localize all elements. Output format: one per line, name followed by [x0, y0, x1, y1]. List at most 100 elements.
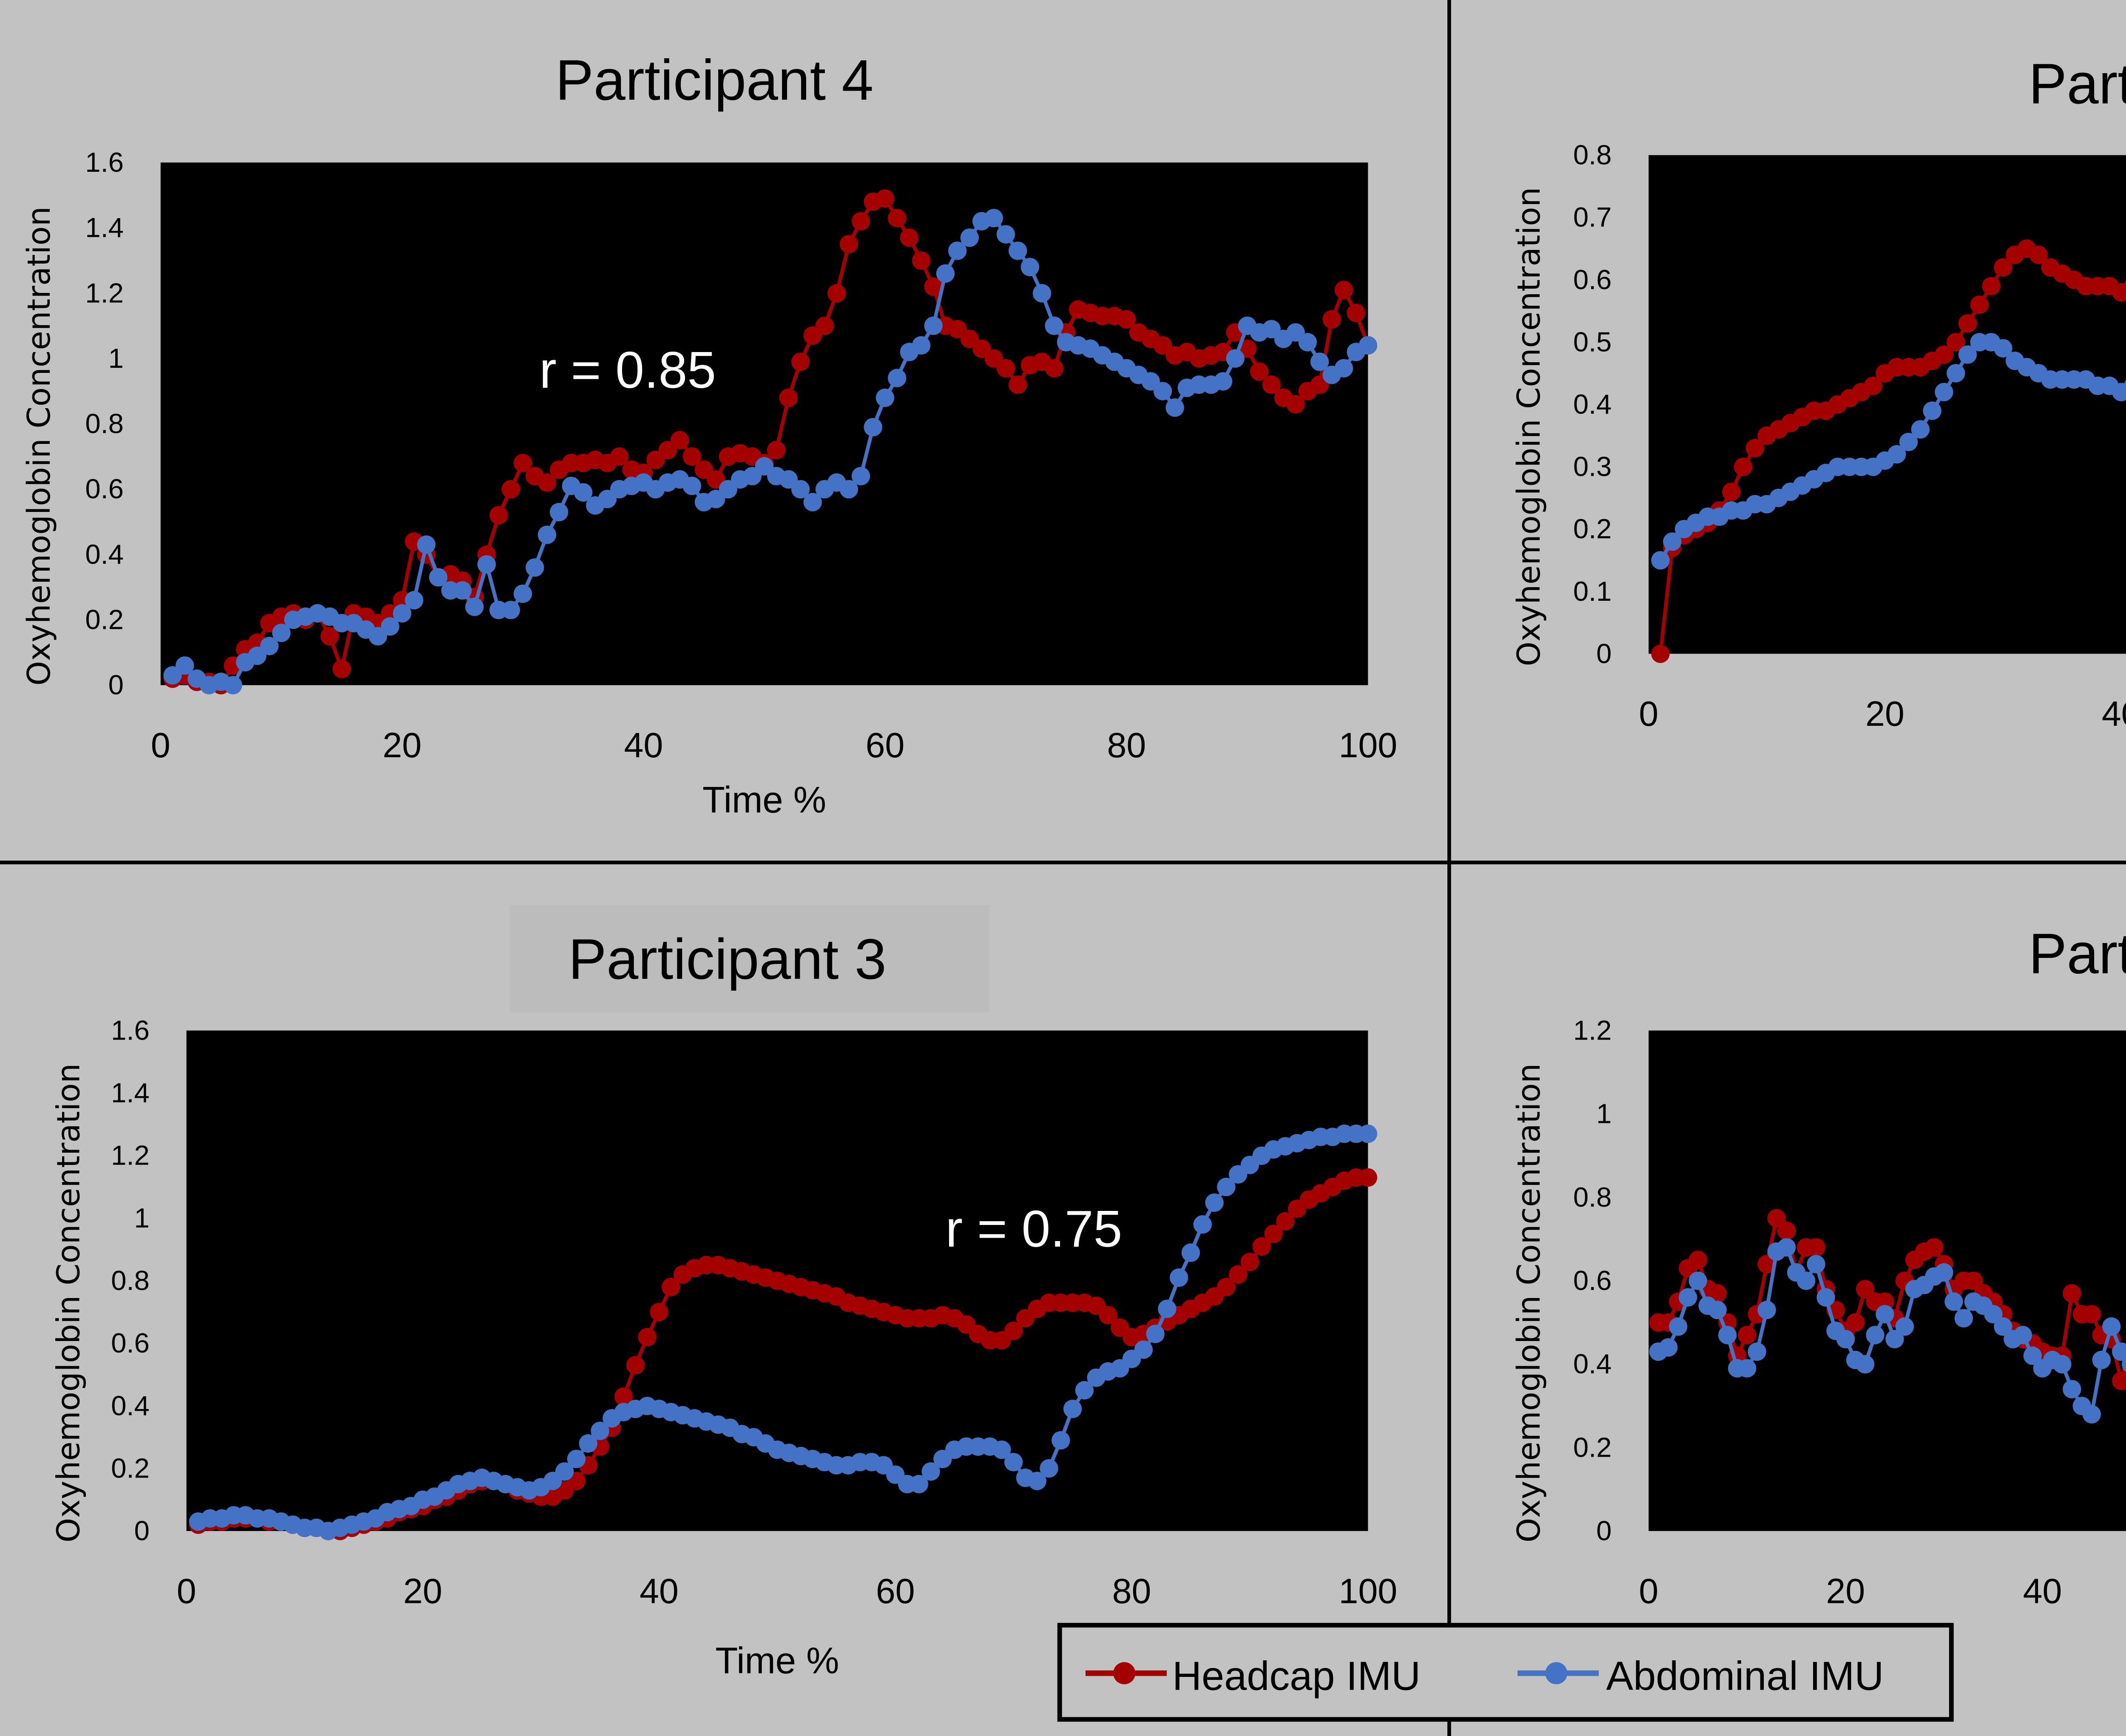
chart-title: Participant 9	[2029, 921, 2126, 986]
y-tick-label: 0.4	[1573, 1348, 1612, 1379]
title-box-p3	[509, 905, 990, 1012]
data-point	[1887, 445, 1906, 464]
x-tick-label: 20	[403, 1571, 442, 1611]
data-point	[2053, 1355, 2072, 1374]
y-tick-label: 1	[108, 343, 124, 374]
data-point	[921, 1462, 940, 1481]
data-point	[1262, 375, 1281, 394]
x-tick-label: 0	[177, 1571, 196, 1611]
data-point	[1911, 420, 1930, 439]
data-point	[513, 584, 532, 603]
x-tick-label: 40	[624, 726, 663, 765]
data-point	[1250, 362, 1269, 381]
plot-area	[160, 162, 1368, 685]
data-point	[2013, 1326, 2032, 1344]
data-point	[2029, 245, 2048, 264]
y-tick-label: 0.2	[1573, 513, 1612, 544]
x-tick-label: 40	[640, 1571, 679, 1611]
data-point	[1994, 1317, 2012, 1336]
x-tick-label: 60	[876, 1571, 915, 1611]
data-point	[332, 659, 351, 678]
legend-item-headcap: Headcap IMU	[1086, 1654, 1421, 1699]
data-point	[1757, 1255, 1776, 1273]
data-point	[320, 627, 339, 646]
data-point	[1737, 1326, 1757, 1344]
data-point	[924, 316, 943, 335]
chart-panel-participant-2: Participant 2 0 0.1 0.2 0.3 0.4 0.5 0.6 0.7 0.8 0 2…	[1511, 51, 2126, 733]
data-point	[1796, 1271, 1816, 1290]
data-point	[453, 581, 472, 600]
data-point	[948, 242, 967, 260]
data-point	[1708, 1301, 1727, 1319]
y-tick-label: 0	[1596, 1515, 1612, 1546]
chart-panel-participant-3: Participant 3 0 0.2 0.4 0.6 0.8 1 1.2 1.4 1.6 0 20 4…	[51, 927, 1397, 1681]
y-tick-label: 1.4	[111, 1077, 150, 1108]
y-tick-label: 1.6	[111, 1014, 150, 1046]
data-point	[392, 604, 412, 623]
data-point	[224, 676, 242, 695]
data-point	[1767, 1209, 1786, 1227]
legend-label-abdominal: Abdominal IMU	[1606, 1654, 1884, 1699]
data-point	[1982, 277, 2001, 295]
data-point	[1964, 1271, 1983, 1290]
data-point	[1347, 304, 1365, 322]
y-tick-label: 1.6	[85, 147, 124, 178]
data-point	[1688, 1271, 1707, 1290]
data-point	[1205, 1193, 1224, 1212]
data-point	[1028, 1472, 1046, 1490]
y-tick-label: 0.2	[111, 1452, 150, 1483]
data-point	[1679, 1288, 1697, 1307]
data-point	[1217, 1177, 1236, 1196]
data-point	[1659, 1338, 1678, 1357]
data-point	[489, 506, 508, 525]
data-point	[1117, 310, 1136, 329]
data-point	[1153, 336, 1172, 355]
data-point	[1777, 1238, 1796, 1257]
data-point	[1935, 383, 1953, 401]
y-axis-label: Oxyhemoglobin Concentration	[1511, 187, 1547, 666]
data-point	[1228, 1265, 1248, 1284]
data-point	[1651, 551, 1670, 570]
legend-marker-headcap	[1113, 1662, 1136, 1685]
data-point	[1020, 258, 1040, 276]
data-point	[767, 440, 786, 460]
data-point	[1737, 1359, 1757, 1378]
data-point	[1099, 1306, 1117, 1324]
data-point	[1866, 1326, 1884, 1344]
data-point	[803, 493, 822, 511]
data-point	[1063, 1400, 1082, 1418]
data-point	[839, 480, 858, 499]
data-point	[912, 251, 931, 270]
x-tick-label: 40	[2102, 694, 2126, 733]
data-point	[1045, 316, 1063, 335]
data-point	[175, 656, 194, 675]
correlation-annotation: r = 0.75	[946, 1200, 1123, 1258]
y-tick-label: 0.8	[85, 408, 124, 439]
y-tick-label: 0.6	[1573, 1265, 1612, 1296]
y-tick-label: 1.2	[111, 1140, 150, 1171]
correlation-annotation: r = 0.85	[539, 341, 716, 399]
data-point	[1947, 364, 1965, 383]
chart-panel-participant-9: Participant 900.20.40.60.811.20204060801…	[1511, 921, 2126, 1611]
data-point	[1718, 1326, 1737, 1344]
data-point	[2092, 1350, 2111, 1369]
data-point	[1334, 281, 1353, 299]
data-point	[1286, 395, 1305, 414]
data-point	[839, 235, 858, 253]
x-tick-label: 100	[1339, 1571, 1397, 1611]
y-tick-label: 0.2	[85, 604, 124, 635]
data-point	[2112, 1372, 2126, 1390]
data-point	[2082, 1305, 2101, 1324]
x-tick-label: 20	[1865, 694, 1904, 733]
data-point	[429, 568, 448, 587]
data-point	[1708, 1284, 1727, 1303]
data-point	[1846, 1313, 1865, 1332]
y-tick-label: 0.4	[85, 539, 124, 570]
data-point	[1856, 1280, 1875, 1298]
data-point	[960, 228, 979, 247]
y-tick-label: 0.8	[111, 1265, 150, 1296]
data-point	[501, 480, 520, 499]
data-point	[260, 636, 279, 656]
y-tick-label: 1.2	[85, 277, 124, 308]
data-point	[1757, 1301, 1776, 1319]
